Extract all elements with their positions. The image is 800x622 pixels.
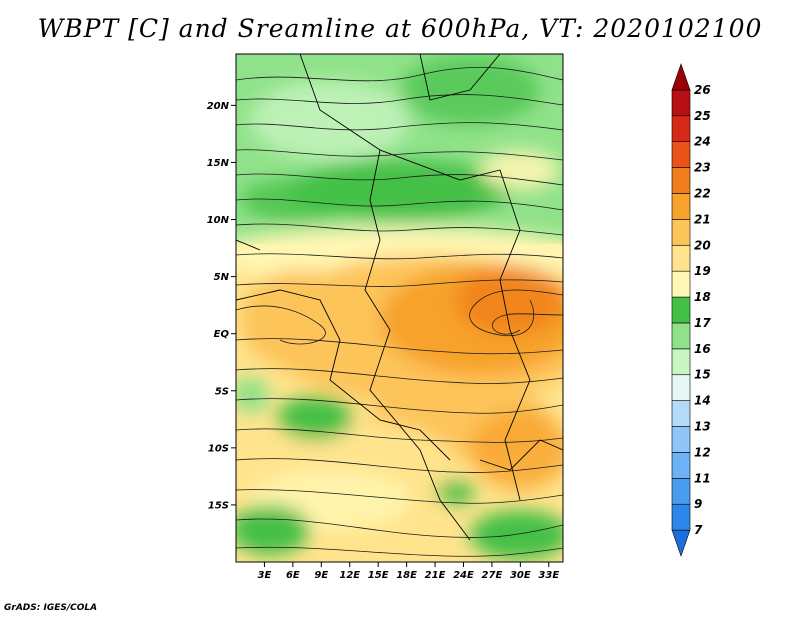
lon-tick-label: 30E [510, 570, 531, 581]
country-borders [236, 54, 563, 541]
colorbar-segment [671, 452, 691, 479]
lon-tick-label: 18E [396, 570, 417, 581]
colorbar-segment [671, 115, 691, 142]
lat-tick-label: 15N [207, 158, 230, 169]
lat-tick-label: 15S [208, 500, 229, 511]
colorbar-label: 12 [694, 445, 711, 459]
colorbar-segment [671, 193, 691, 220]
lat-tick-label: 10N [207, 215, 230, 226]
colorbar-top-triangle [671, 63, 691, 91]
lat-tick-label: 5N [214, 272, 230, 283]
shaded-field [236, 54, 563, 562]
colorbar-segment [671, 270, 691, 298]
colorbar-segment [671, 374, 691, 401]
grads-credit: GrADS: IGES/COLA [4, 603, 98, 613]
longitude-axis: 3E 6E 9E 12E 15E 18E 21E 24E 27E 30E 33E [258, 562, 559, 581]
lon-tick-label: 21E [425, 570, 446, 581]
colorbar-label: 25 [694, 109, 711, 123]
colorbar-segment [671, 219, 691, 246]
colorbar-label: 7 [694, 523, 703, 537]
colorbar-segment [671, 244, 691, 272]
colorbar-label: 14 [694, 394, 711, 408]
colorbar [671, 63, 691, 557]
colorbar-segment [671, 322, 691, 350]
colorbar-label: 18 [694, 290, 711, 304]
colorbar-segment [671, 167, 691, 194]
colorbar-segment [671, 141, 691, 168]
colorbar-label: 24 [694, 135, 711, 149]
colorbar-label: 21 [694, 212, 711, 226]
colorbar-label: 17 [694, 316, 711, 330]
lat-tick-label: 20N [207, 101, 230, 112]
colorbar-label: 23 [694, 161, 711, 175]
colorbar-label: 20 [694, 238, 711, 252]
lon-tick-label: 9E [314, 570, 328, 581]
streamlines [236, 66, 563, 557]
colorbar-label: 15 [694, 368, 711, 382]
lon-tick-label: 12E [339, 570, 360, 581]
colorbar-segment [671, 400, 691, 427]
lat-tick-label: 10S [208, 443, 229, 454]
lon-tick-label: 27E [482, 570, 503, 581]
colorbar-label: 26 [694, 83, 711, 97]
colorbar-bottom-triangle [671, 529, 691, 557]
lat-tick-label: EQ [214, 329, 230, 340]
lon-tick-label: 6E [286, 570, 300, 581]
lat-tick-label: 5S [215, 386, 229, 397]
colorbar-label: 9 [694, 497, 702, 511]
lon-tick-label: 3E [258, 570, 272, 581]
map-frame [235, 53, 564, 563]
colorbar-label: 11 [694, 471, 711, 485]
colorbar-segment [671, 348, 691, 376]
chart-title: WBPT [C] and Sreamline at 600hPa, VT: 20… [37, 14, 763, 43]
colorbar-label: 13 [694, 420, 711, 434]
colorbar-segment [671, 89, 691, 117]
colorbar-segment [671, 296, 691, 324]
colorbar-label: 19 [694, 264, 711, 278]
lon-tick-label: 15E [368, 570, 389, 581]
lon-tick-label: 24E [453, 570, 474, 581]
colorbar-label: 16 [694, 342, 711, 356]
lon-tick-label: 33E [538, 570, 559, 581]
colorbar-label: 22 [694, 186, 711, 200]
colorbar-labels: 7 9 11 12 13 14 15 16 17 18 19 20 21 22 23 24 25 26 [694, 83, 711, 537]
latitude-axis: 20N 15N 10N 5N EQ 5S 10S 15S [207, 101, 236, 511]
colorbar-segment [671, 478, 691, 505]
colorbar-segment [671, 503, 691, 531]
colorbar-segment [671, 426, 691, 453]
